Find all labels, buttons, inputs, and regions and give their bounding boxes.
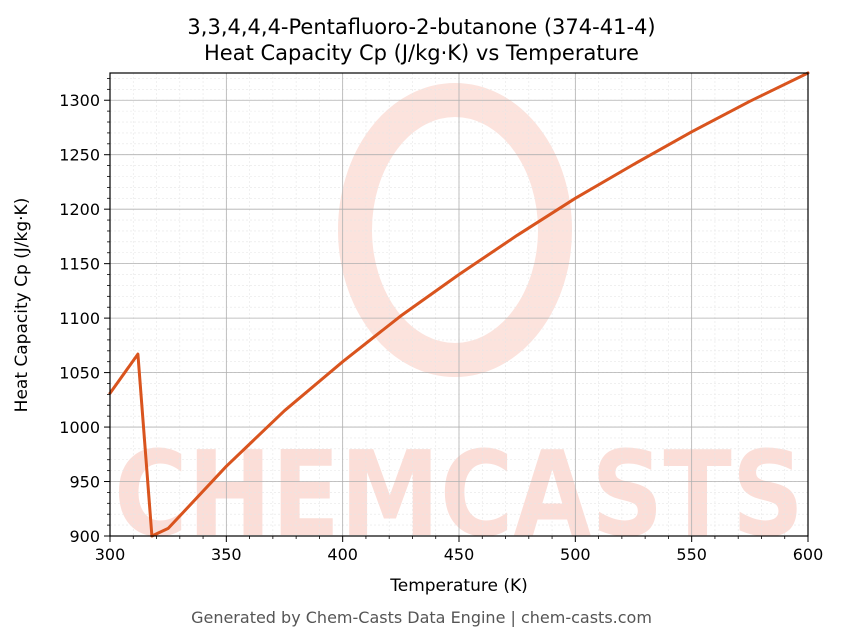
y-tick-label: 1200 xyxy=(59,200,100,219)
y-tick-label: 1000 xyxy=(59,418,100,437)
footer-credit: Generated by Chem-Casts Data Engine | ch… xyxy=(191,608,652,627)
x-tick-label: 450 xyxy=(444,545,475,564)
y-tick-label: 1050 xyxy=(59,364,100,383)
chart-subtitle: Heat Capacity Cp (J/kg·K) vs Temperature xyxy=(204,41,639,65)
x-axis-ticks: 300 350 400 450 500 550 600 xyxy=(95,536,824,564)
y-axis-ticks: 900 950 1000 1050 1100 1150 1200 1250 1300 xyxy=(59,78,110,546)
x-axis-label: Temperature (K) xyxy=(390,576,528,596)
y-tick-label: 1150 xyxy=(59,255,100,274)
x-tick-label: 400 xyxy=(327,545,358,564)
x-tick-label: 500 xyxy=(560,545,591,564)
series-line-0 xyxy=(108,71,810,538)
x-tick-label: 300 xyxy=(95,545,126,564)
y-tick-label: 1250 xyxy=(59,146,100,165)
x-tick-label: 550 xyxy=(676,545,707,564)
y-tick-label: 1300 xyxy=(59,91,100,110)
y-axis-label: Heat Capacity Cp (J/kg·K) xyxy=(12,197,32,413)
chart-title: 3,3,4,4,4-Pentafluoro-2-butanone (374-41… xyxy=(187,15,656,39)
y-tick-label: 950 xyxy=(69,473,100,492)
y-tick-label: 1100 xyxy=(59,309,100,328)
series-layer xyxy=(108,71,810,538)
x-tick-label: 600 xyxy=(793,545,824,564)
y-tick-label: 900 xyxy=(69,527,100,546)
x-tick-label: 350 xyxy=(211,545,242,564)
